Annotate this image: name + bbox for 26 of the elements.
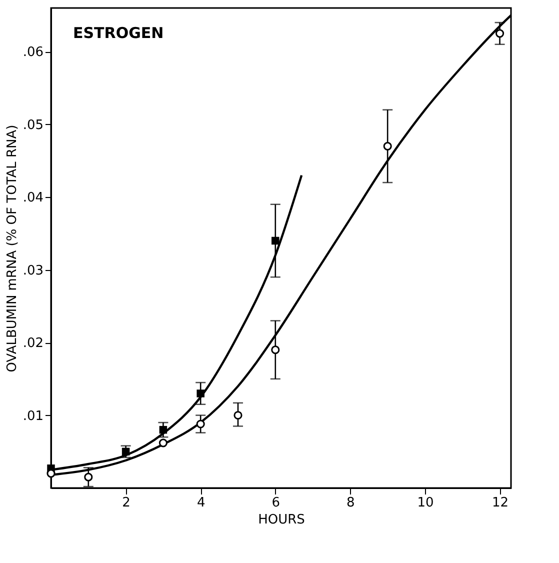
- point: [159, 426, 168, 434]
- point: [272, 236, 280, 245]
- x-axis-title: HOURS: [258, 512, 305, 528]
- point: [234, 410, 242, 420]
- y-tick-label: .02: [22, 336, 44, 352]
- y-axis-title: OVALBUMIN mRNA (% OF TOTAL RNA): [4, 124, 20, 372]
- x-tick-label: 12: [492, 496, 509, 510]
- point: [495, 29, 504, 38]
- y-tick-label: .01: [22, 408, 44, 424]
- point: [383, 142, 392, 150]
- point: [196, 420, 205, 428]
- y-tick-label: .05: [22, 118, 44, 133]
- point: [122, 448, 130, 456]
- x-tick-label: 6: [272, 496, 280, 510]
- y-tick-label: .06: [22, 45, 44, 60]
- point: [271, 346, 280, 354]
- y-tick-label: .03: [22, 263, 44, 278]
- x-tick-label: 8: [346, 496, 355, 510]
- x-tick-label: 10: [417, 496, 434, 510]
- y-tick-label: .04: [22, 190, 44, 206]
- point: [84, 472, 93, 482]
- x-tick-label: 2: [122, 496, 130, 510]
- annotation: ESTROGEN: [73, 24, 164, 42]
- point: [196, 390, 204, 398]
- point: [158, 438, 168, 448]
- x-tick-label: 4: [196, 496, 206, 510]
